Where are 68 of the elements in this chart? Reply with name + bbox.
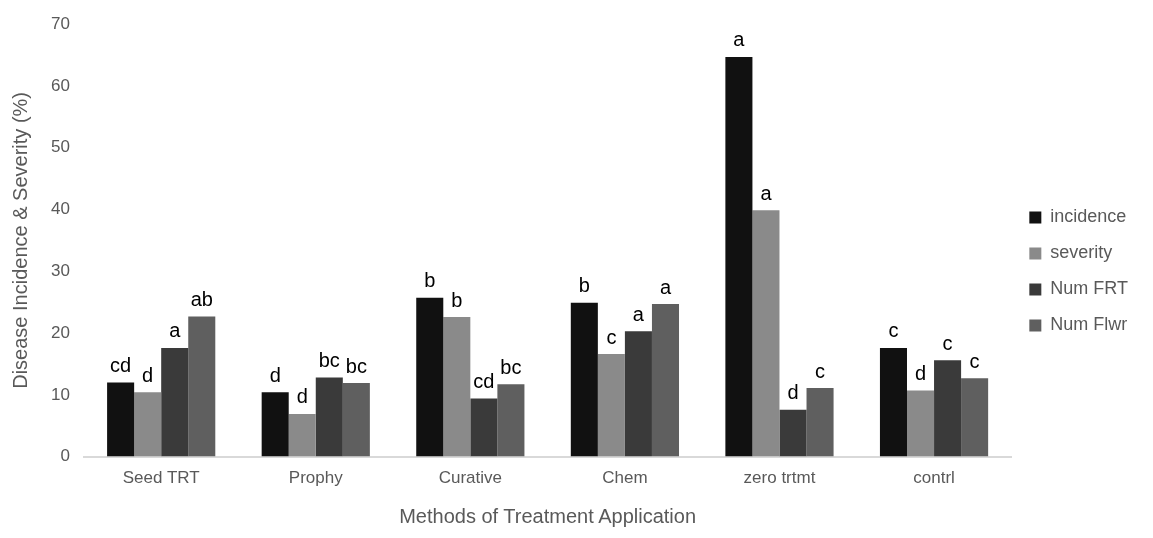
y-tick-label: 10 [50,384,70,404]
bar [651,304,680,457]
x-tick-label: Chem [602,468,648,488]
x-tick-label: contrl [913,468,955,488]
bar [416,297,444,457]
bar [779,409,807,457]
data-label: c [815,359,826,382]
bar [624,331,652,457]
data-label: b [451,288,463,311]
bar [288,413,316,457]
data-label: d [787,381,799,404]
data-label: d [914,362,927,385]
x-tick-label: zero trtmt [743,468,816,488]
data-label: cd [110,353,132,376]
y-tick-label: 0 [60,446,70,466]
data-label: bc [345,354,367,377]
y-tick-label: 20 [50,322,70,342]
bar [961,378,989,457]
legend-label: Num FRT [1050,278,1128,299]
data-label: c [606,325,617,348]
data-label: ab [190,287,213,310]
data-label: a [659,275,672,298]
bar [806,388,834,457]
bar [188,316,216,457]
bar [315,377,343,457]
bar [261,392,289,457]
y-tick-label: 60 [50,75,70,95]
bar [752,210,780,457]
data-label: c [942,331,953,354]
x-tick-label: Prophy [288,468,344,488]
data-label: a [169,319,182,342]
x-axis-title: Methods of Treatment Application [399,504,697,527]
bar [879,347,907,457]
bar [497,384,525,457]
data-label: d [142,363,154,386]
data-label: c [888,319,899,342]
data-label: cd [473,370,495,393]
data-label: b [424,269,436,292]
y-tick-label: 50 [50,137,70,157]
bar [570,302,598,457]
bar [134,392,162,457]
data-label: c [969,349,980,372]
legend-label: incidence [1050,206,1127,227]
y-axis-title: Disease Incidence & Severity (%) [8,92,31,389]
bar [725,56,753,457]
y-tick-label: 40 [50,199,70,219]
data-label: a [733,28,746,51]
data-label: a [632,302,645,325]
data-label: d [296,385,308,408]
data-label: bc [500,355,522,378]
y-tick-label: 30 [50,260,70,280]
bar [107,382,135,457]
y-tick-label: 70 [50,13,70,33]
bar [597,354,625,457]
x-tick-label: Curative [438,468,502,488]
bar [470,398,498,457]
legend-label: Num Flwr [1050,314,1128,335]
data-label: a [760,181,773,204]
data-label: d [269,363,281,386]
legend-label: severity [1050,242,1113,263]
bar [342,383,370,457]
x-tick-label: Seed TRT [122,468,200,488]
bar [907,390,935,457]
bar [161,347,189,457]
data-label: b [578,274,590,297]
data-label: bc [318,349,340,372]
bar [443,317,471,457]
bar [934,360,962,457]
